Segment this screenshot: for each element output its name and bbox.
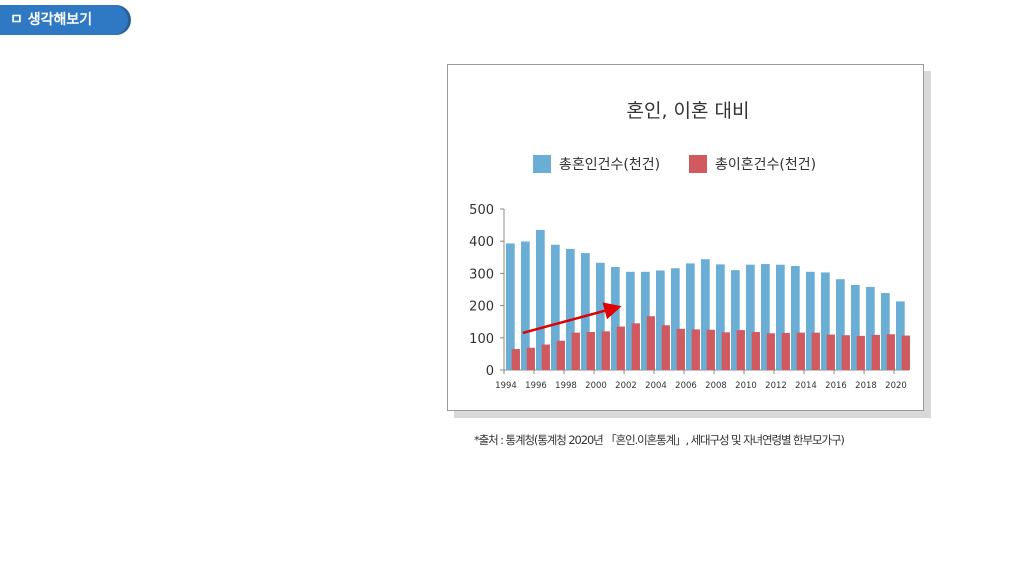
bar-divorce-2007 [706,329,715,370]
bar-marriage-2018 [866,286,875,370]
bar-divorce-1994 [511,349,520,370]
bar-divorce-1996 [541,344,550,370]
bar-marriage-2012 [776,264,785,370]
x-tick-label: 2020 [885,381,907,391]
bar-divorce-1995 [526,347,535,370]
trend-annotation [522,302,622,335]
bar-divorce-2014 [811,332,820,370]
bar-divorce-1998 [571,332,580,370]
x-axis: 1994 1996 1998 2000 2002 2004 2006 2008 2010 2012… [495,369,909,391]
bar-marriage-1999 [581,253,590,370]
y-tick-label: 400 [469,235,494,250]
legend-label-divorce: 총이혼건수(천건) [715,157,816,173]
y-axis: 500 400 300 200 100 0 [469,203,505,379]
chart-svg: 혼인, 이혼 대비 총혼인건수(천건) 총이혼건수(천건) 500 400 300 2… [469,100,910,391]
bar-divorce-2008 [721,332,730,370]
bar-divorce-2005 [676,328,685,370]
bar-marriage-2007 [701,259,710,370]
bar-marriage-1996 [536,229,545,370]
bar-divorce-2020 [901,335,910,370]
bar-divorce-2018 [871,334,880,370]
legend-swatch-marriage [533,155,551,173]
bar-divorce-2000 [601,331,610,370]
chart-legend: 총혼인건수(천건) 총이혼건수(천건) [533,155,816,173]
x-tick-label: 1996 [525,381,547,391]
x-tick-label: 2010 [735,381,757,391]
x-tick-label: 1994 [495,381,517,391]
legend-swatch-divorce [689,155,707,173]
chart-panel: 혼인, 이혼 대비 총혼인건수(천건) 총이혼건수(천건) 500 400 300 2… [447,64,924,411]
y-tick-label: 300 [469,267,494,282]
bar-divorce-2006 [691,329,700,370]
bar-divorce-2009 [736,330,745,370]
bar-marriage-2016 [836,279,845,370]
x-tick-label: 2006 [675,381,697,391]
y-tick-label: 0 [486,364,494,379]
bar-marriage-1995 [521,241,530,370]
bar-divorce-2013 [796,332,805,370]
section-tab: ㅁ 생각해보기 [0,5,128,35]
chart-title: 혼인, 이혼 대비 [627,100,750,122]
bar-marriage-2008 [716,264,725,370]
x-tick-label: 2004 [645,381,667,391]
x-tick-label: 2012 [765,381,787,391]
bar-marriage-1998 [566,248,575,370]
bar-divorce-2019 [886,334,895,370]
bar-marriage-2014 [806,271,815,370]
x-tick-label: 2014 [795,381,817,391]
bar-divorce-2002 [631,323,640,370]
legend-label-marriage: 총혼인건수(천건) [559,157,660,173]
bar-divorce-2004 [661,325,670,370]
bar-marriage-2009 [731,270,740,370]
y-tick-label: 200 [469,300,494,315]
bar-marriage-2015 [821,272,830,370]
x-tick-label: 2000 [585,381,607,391]
bar-divorce-2015 [826,334,835,370]
bar-marriage-2017 [851,284,860,370]
bar-divorce-2010 [751,332,760,370]
x-tick-label: 2008 [705,381,727,391]
bar-divorce-2003 [646,316,655,370]
bar-divorce-2016 [841,335,850,370]
bar-marriage-2003 [641,271,650,370]
x-tick-label: 1998 [555,381,577,391]
bar-marriage-1994 [506,243,515,370]
bar-marriage-1997 [551,244,560,370]
bar-marriage-2010 [746,264,755,370]
bar-marriage-2020 [896,301,905,370]
x-tick-label: 2018 [855,381,877,391]
bar-divorce-2011 [766,333,775,370]
bar-marriage-2005 [671,268,680,370]
bar-marriage-2006 [686,263,695,370]
bar-divorce-2001 [616,326,625,370]
x-tick-label: 2002 [615,381,637,391]
bar-divorce-1999 [586,332,595,370]
bar-marriage-2013 [791,265,800,370]
bar-marriage-2011 [761,264,770,370]
bar-marriage-2000 [596,262,605,370]
bar-divorce-2012 [781,332,790,370]
bar-marriage-2002 [626,271,635,370]
bars [506,229,910,370]
bar-marriage-2004 [656,270,665,370]
bar-divorce-2017 [856,335,865,370]
bar-marriage-2019 [881,293,890,370]
y-tick-label: 100 [469,332,494,347]
bar-divorce-1997 [556,340,565,370]
x-tick-label: 2016 [825,381,847,391]
source-note: *출처 : 통계청(통계청 2020년 「혼인.이혼통계」, 세대구성 및 자녀… [474,433,845,447]
y-tick-label: 500 [469,203,494,218]
trend-arrow [522,302,622,335]
